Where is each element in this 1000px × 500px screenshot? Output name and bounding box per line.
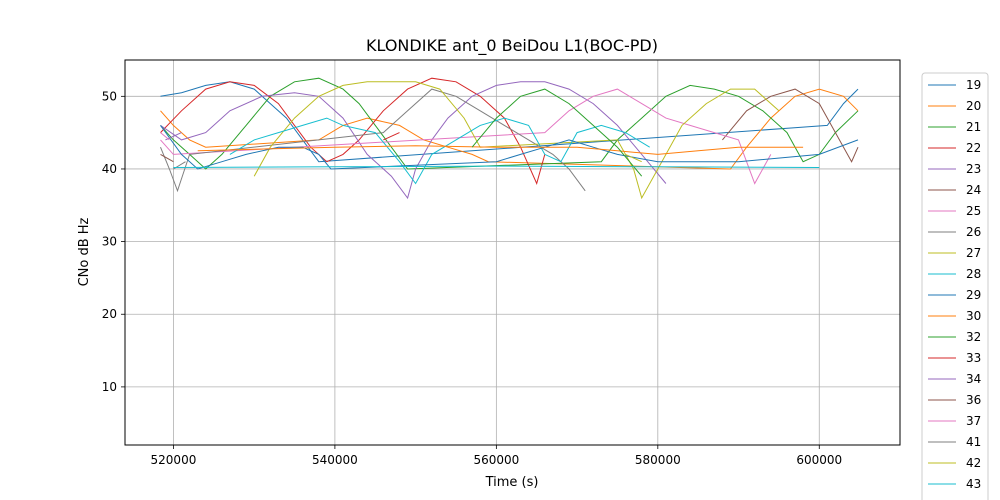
series-line-26 <box>160 88 586 193</box>
legend-label-43: 43 <box>966 477 981 491</box>
legend-label-24: 24 <box>966 183 981 197</box>
x-tick-label: 560000 <box>473 453 519 467</box>
x-tick-label: 540000 <box>312 453 358 467</box>
series-line-27 <box>253 81 780 200</box>
series-layer <box>160 77 859 200</box>
legend-frame <box>921 72 989 500</box>
y-tick-label: 50 <box>102 89 117 103</box>
plot-frame <box>124 59 901 446</box>
chart-title: KLONDIKE ant_0 BeiDou L1(BOC-PD) <box>366 36 658 56</box>
y-tick-label: 10 <box>102 380 117 394</box>
series-line-42 <box>625 153 642 163</box>
series-line-33 <box>383 132 400 141</box>
legend-label-32: 32 <box>966 330 981 344</box>
legend-label-28: 28 <box>966 267 981 281</box>
x-tick-label: 600000 <box>796 453 842 467</box>
series-line-32 <box>471 88 643 177</box>
series-line-28 <box>229 117 650 185</box>
legend-label-25: 25 <box>966 204 981 218</box>
series-line-29 <box>160 125 859 170</box>
legend-label-27: 27 <box>966 246 981 260</box>
legend-label-37: 37 <box>966 414 981 428</box>
legend: 19 20 21 22 23 24 25 26 27 28 29 30 32 33 34 36 37 41 42 43 <box>921 72 989 500</box>
legend-label-41: 41 <box>966 435 981 449</box>
series-line-43 <box>173 165 820 168</box>
series-line-37 <box>160 132 170 141</box>
legend-label-29: 29 <box>966 288 981 302</box>
legend-label-30: 30 <box>966 309 981 323</box>
series-line-19 <box>160 81 859 163</box>
x-axis-label: Time (s) <box>485 475 539 490</box>
series-line-20 <box>160 88 859 170</box>
legend-label-20: 20 <box>966 99 981 113</box>
legend-label-34: 34 <box>966 372 981 386</box>
legend-label-23: 23 <box>966 162 981 176</box>
x-tick-label: 520000 <box>151 453 197 467</box>
series-line-23 <box>160 81 667 200</box>
y-axis: 10 20 30 40 50 <box>102 89 125 394</box>
series-line-24 <box>722 88 859 163</box>
y-tick-label: 20 <box>102 307 117 321</box>
y-axis-label: CNo dB Hz <box>77 217 92 286</box>
series-line-25 <box>160 88 772 185</box>
legend-label-19: 19 <box>966 78 981 92</box>
legend-label-21: 21 <box>966 120 981 134</box>
x-axis: 520000 540000 560000 580000 600000 <box>151 445 842 467</box>
x-tick-label: 580000 <box>635 453 681 467</box>
legend-label-26: 26 <box>966 225 981 239</box>
legend-label-36: 36 <box>966 393 981 407</box>
series-line-30 <box>197 145 804 155</box>
legend-label-42: 42 <box>966 456 981 470</box>
series-line-36 <box>160 153 174 163</box>
y-tick-label: 30 <box>102 235 117 249</box>
legend-label-22: 22 <box>966 141 981 155</box>
series-line-21 <box>160 77 859 170</box>
legend-label-33: 33 <box>966 351 981 365</box>
y-tick-label: 40 <box>102 162 117 176</box>
